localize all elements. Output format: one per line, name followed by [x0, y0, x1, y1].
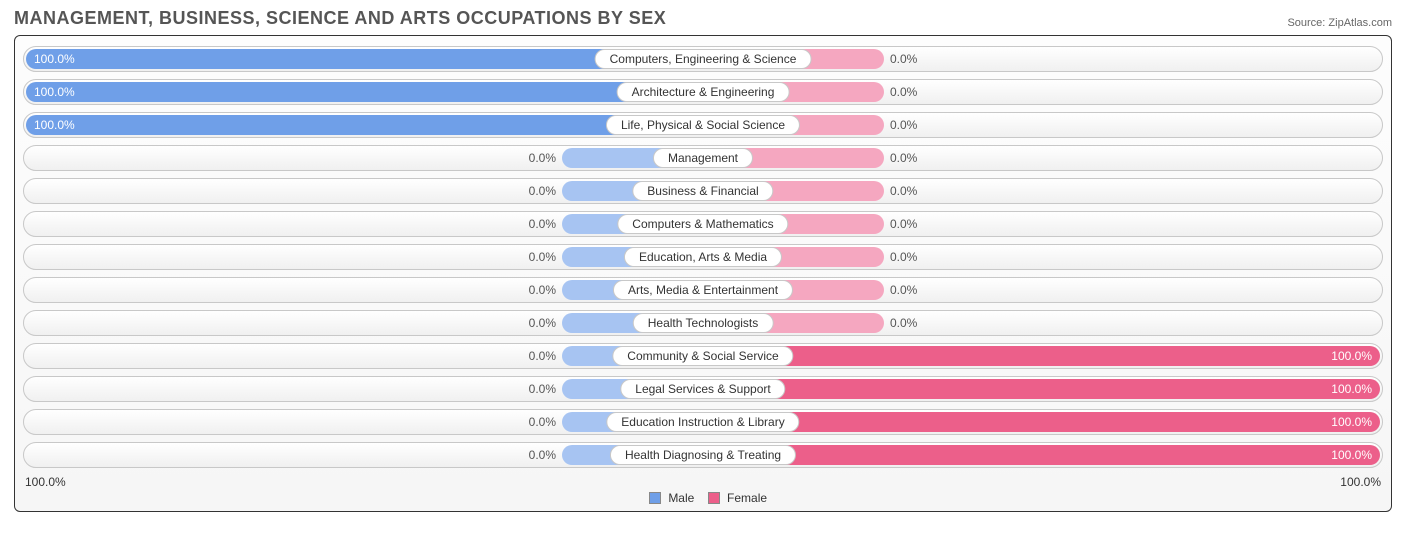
axis-right-label: 100.0%: [1340, 475, 1381, 489]
chart-rows: 100.0% 0.0% Computers, Engineering & Scien…: [23, 46, 1383, 468]
category-label: Architecture & Engineering: [617, 82, 790, 102]
chart-row: 0.0% 0.0% Management: [23, 145, 1383, 171]
male-pct-label: 0.0%: [529, 316, 556, 330]
male-pct-label: 0.0%: [529, 415, 556, 429]
chart-area: 100.0% 0.0% Computers, Engineering & Scien…: [14, 35, 1392, 512]
female-pct-label: 0.0%: [890, 250, 917, 264]
chart-row: 0.0% 0.0% Computers & Mathematics: [23, 211, 1383, 237]
category-label: Arts, Media & Entertainment: [613, 280, 793, 300]
female-pct-label: 0.0%: [890, 151, 917, 165]
chart-row: 0.0% 0.0% Arts, Media & Entertainment: [23, 277, 1383, 303]
category-label: Legal Services & Support: [620, 379, 785, 399]
male-pct-label: 0.0%: [529, 448, 556, 462]
male-pct-label: 0.0%: [529, 382, 556, 396]
female-pct-label: 0.0%: [890, 52, 917, 66]
category-label: Management: [653, 148, 753, 168]
axis-left-label: 100.0%: [25, 475, 66, 489]
female-pct-label: 0.0%: [890, 283, 917, 297]
legend-male-label: Male: [668, 491, 694, 505]
category-label: Community & Social Service: [612, 346, 793, 366]
source-label: Source:: [1287, 17, 1325, 29]
male-pct-label: 0.0%: [529, 217, 556, 231]
female-pct-label: 0.0%: [890, 118, 917, 132]
chart-row: 100.0% 0.0% Health Diagnosing & Treating: [23, 442, 1383, 468]
male-pct-label: 0.0%: [529, 283, 556, 297]
legend-swatch-female: [708, 492, 720, 504]
legend-swatch-male: [649, 492, 661, 504]
chart-row: 0.0% 0.0% Business & Financial: [23, 178, 1383, 204]
female-pct-label: 0.0%: [890, 184, 917, 198]
chart-row: 100.0% 0.0% Architecture & Engineering: [23, 79, 1383, 105]
chart-row: 100.0% 0.0% Legal Services & Support: [23, 376, 1383, 402]
chart-title: MANAGEMENT, BUSINESS, SCIENCE AND ARTS O…: [14, 8, 666, 29]
female-pct-label: 0.0%: [890, 217, 917, 231]
category-label: Education Instruction & Library: [606, 412, 799, 432]
source-name: ZipAtlas.com: [1328, 17, 1392, 29]
chart-row: 100.0% 0.0% Education Instruction & Librar…: [23, 409, 1383, 435]
chart-row: 0.0% 0.0% Education, Arts & Media: [23, 244, 1383, 270]
bar-female: 100.0%: [704, 379, 1380, 399]
category-label: Computers & Mathematics: [617, 214, 788, 234]
male-pct-label: 0.0%: [529, 349, 556, 363]
category-label: Computers, Engineering & Science: [595, 49, 812, 69]
chart-row: 0.0% 0.0% Health Technologists: [23, 310, 1383, 336]
female-pct-label: 0.0%: [890, 316, 917, 330]
category-label: Life, Physical & Social Science: [606, 115, 800, 135]
legend: Male Female: [23, 491, 1383, 505]
chart-row: 100.0%0.0%Computers, Engineering & Scien…: [23, 46, 1383, 72]
category-label: Business & Financial: [632, 181, 773, 201]
category-label: Health Diagnosing & Treating: [610, 445, 796, 465]
x-axis: 100.0% 100.0%: [23, 475, 1383, 489]
bar-female: 100.0%: [704, 445, 1380, 465]
chart-source: Source: ZipAtlas.com: [1287, 17, 1392, 29]
chart-header: MANAGEMENT, BUSINESS, SCIENCE AND ARTS O…: [14, 8, 1392, 29]
bar-female: 100.0%: [704, 412, 1380, 432]
male-pct-label: 0.0%: [529, 250, 556, 264]
chart-row: 100.0% 0.0% Community & Social Service: [23, 343, 1383, 369]
category-label: Health Technologists: [633, 313, 774, 333]
category-label: Education, Arts & Media: [624, 247, 782, 267]
male-pct-label: 0.0%: [529, 151, 556, 165]
bar-male: 100.0%: [26, 82, 702, 102]
chart-row: 100.0% 0.0% Life, Physical & Social Scienc…: [23, 112, 1383, 138]
male-pct-label: 0.0%: [529, 184, 556, 198]
bar-male: 100.0%: [26, 115, 702, 135]
female-pct-label: 0.0%: [890, 85, 917, 99]
bar-female: 100.0%: [704, 346, 1380, 366]
legend-female-label: Female: [727, 491, 767, 505]
